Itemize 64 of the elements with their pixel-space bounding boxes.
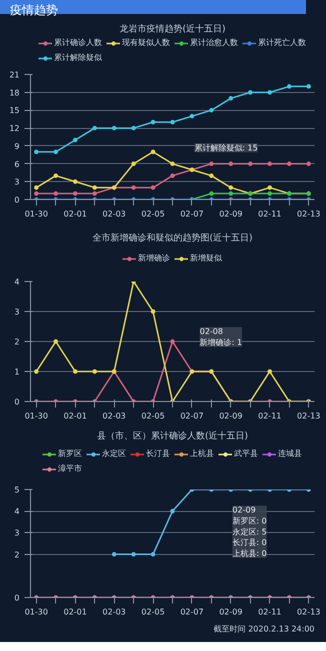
legend-label: 长汀县 [146, 448, 170, 459]
x-tick-label: 02-07 [180, 412, 204, 420]
x-tick-label: 02-09 [219, 210, 242, 218]
x-tick-label: 02-13 [297, 608, 320, 616]
annotation: 累计解除疑似: 15 [194, 143, 258, 152]
annotation: 02-08 新增确诊: 1 [200, 327, 242, 347]
legend-label: 连城县 [278, 448, 302, 459]
legend-label: 新罗区 [58, 448, 82, 459]
y-tick-label: 12 [9, 124, 20, 134]
text: 截至时间 2020.2.13 24:00 [214, 624, 315, 634]
x-tick-label: 02-05 [141, 608, 165, 616]
chart-title: 县（市、区）累计确诊人数(近十五日) [96, 430, 248, 442]
x-tick-label: 02-03 [102, 210, 126, 218]
y-tick-label: 18 [9, 88, 20, 98]
y-tick-label: 4 [14, 507, 20, 516]
legend-label: 现有疑似人数 [122, 37, 170, 48]
y-tick-label: 9 [14, 142, 20, 151]
legend-label: 累计死亡人数 [258, 37, 306, 48]
x-tick-label: 01-30 [24, 210, 48, 218]
x-tick-label: 02-07 [180, 608, 204, 616]
y-tick-label: 15 [9, 106, 20, 116]
chart-title: 龙岩市疫情趋势(近十五日) [119, 24, 226, 34]
legend-label: 永定区 [102, 448, 126, 459]
y-tick-label: 2 [14, 550, 20, 560]
legend-label: 累计治愈人数 [190, 37, 238, 48]
legend-label: 新增疑似 [190, 252, 222, 264]
y-tick-label: 0 [14, 398, 20, 406]
legend-label: 漳平市 [58, 463, 82, 474]
x-tick-label: 02-03 [102, 412, 126, 420]
x-tick-label: 02-09 [219, 412, 242, 420]
legend-label: 累计确诊人数 [54, 37, 102, 48]
y-tick-label: 21 [9, 70, 20, 80]
x-tick-label: 02-11 [258, 412, 282, 420]
x-tick-label: 01-30 [24, 412, 48, 420]
y-tick-label: 0 [14, 196, 20, 204]
x-tick-label: 02-05 [141, 210, 165, 218]
chart-title: 全市新增确诊和疑似的趋势图(近十五日) [92, 232, 253, 244]
x-tick-label: 02-01 [64, 608, 87, 616]
y-tick-label: 3 [14, 528, 20, 538]
y-tick-label: 1 [14, 368, 20, 376]
x-tick-label: 02-11 [258, 608, 282, 616]
x-tick-label: 02-07 [180, 210, 204, 218]
legend-label: 新增确诊 [138, 252, 170, 264]
y-tick-label: 0 [14, 594, 20, 602]
y-tick-label: 6 [14, 160, 20, 169]
x-tick-label: 02-03 [102, 608, 126, 616]
x-tick-label: 02-13 [297, 210, 320, 218]
y-tick-label: 3 [14, 178, 20, 187]
y-tick-label: 3 [14, 308, 20, 316]
x-tick-label: 02-11 [258, 210, 282, 218]
x-tick-label: 02-13 [297, 412, 320, 420]
x-tick-label: 02-05 [141, 412, 165, 420]
x-tick-label: 02-09 [219, 608, 242, 616]
legend-label: 武平县 [234, 448, 258, 459]
y-tick-label: 4 [14, 278, 20, 286]
x-tick-label: 01-30 [24, 608, 48, 616]
text: 疫情趋势 [0, 0, 306, 17]
y-tick-label: 5 [14, 486, 20, 494]
x-tick-label: 02-01 [64, 412, 87, 420]
x-tick-label: 02-01 [64, 210, 87, 218]
legend-label: 累计解除疑似 [54, 52, 102, 63]
y-tick-label: 2 [14, 338, 20, 346]
annotation: 02-09 新罗区: 0 永定区: 5 长汀县: 0 上杭县: 0 [232, 506, 267, 558]
legend-label: 上杭县 [190, 448, 214, 459]
